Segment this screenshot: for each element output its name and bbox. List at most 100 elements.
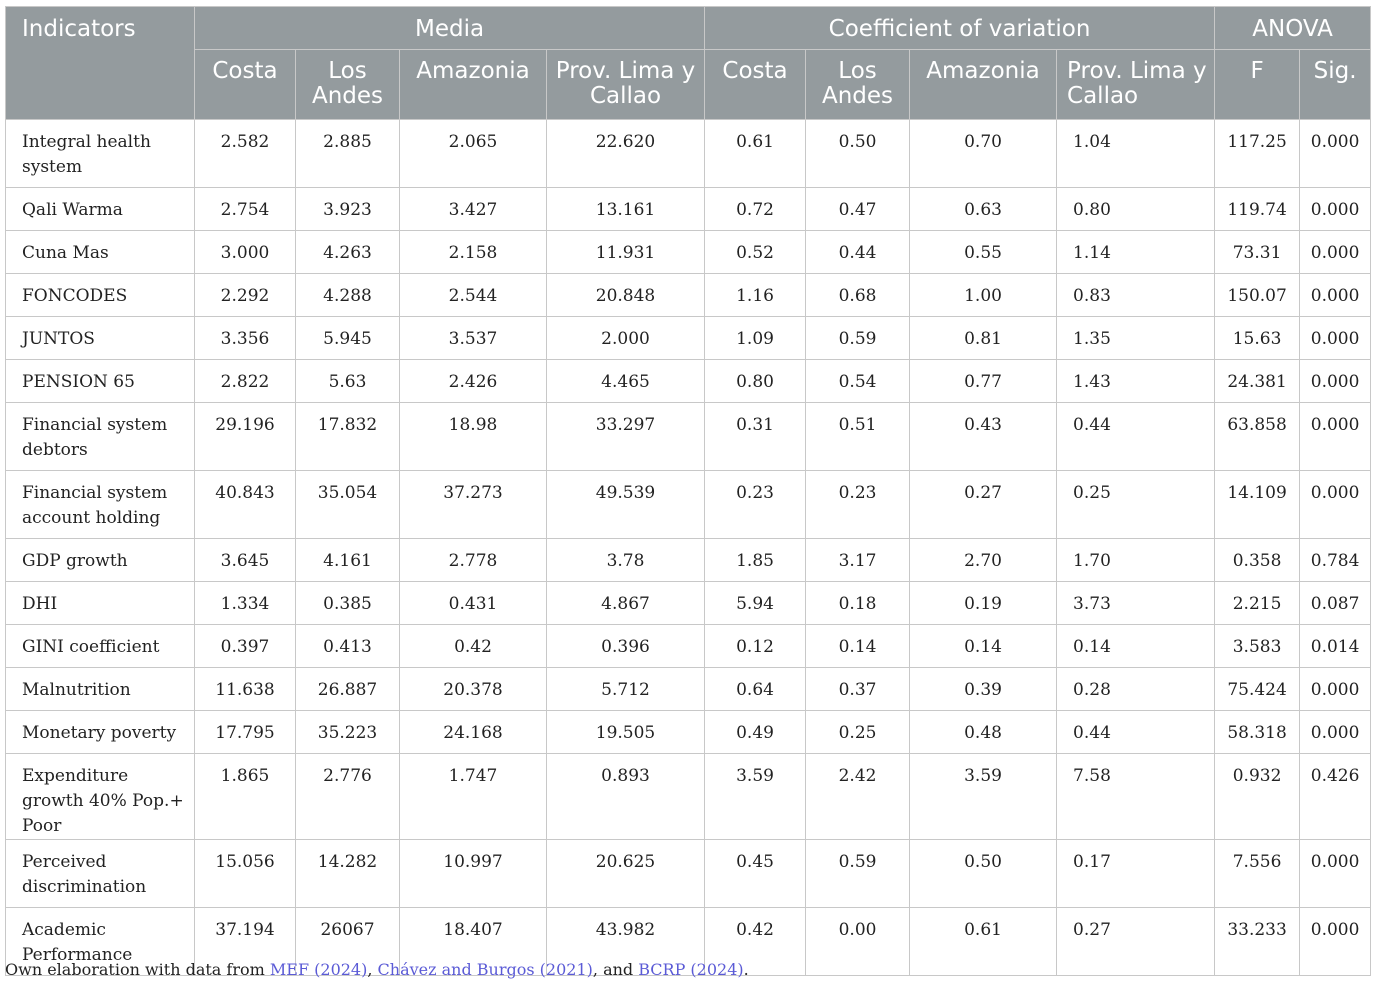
- cell-value: 0.54: [805, 359, 911, 403]
- cell-value: 1.85: [704, 538, 807, 582]
- cell-value: 2.158: [399, 230, 547, 274]
- reference-link-mef[interactable]: MEF (2024): [269, 960, 368, 979]
- cell-value: 1.334: [194, 581, 296, 625]
- indicator-name: Qali Warma: [5, 187, 195, 231]
- cell-value: 49.539: [545, 470, 706, 539]
- header-media-los-andes: Los Andes: [295, 49, 400, 120]
- table-row: GINI coefficient 0.397 0.413 0.42 0.396 …: [5, 624, 1372, 668]
- footnote-suffix: .: [743, 960, 749, 979]
- reference-link-chavez-burgos[interactable]: Chávez and Burgos (2021): [377, 960, 593, 979]
- cell-value: 2.776: [295, 753, 400, 840]
- indicator-name: Perceived discrimination: [5, 839, 195, 908]
- cell-value: 0.39: [909, 667, 1058, 711]
- cell-value: 1.35: [1056, 316, 1216, 360]
- cell-value: 26.887: [295, 667, 400, 711]
- cell-value: 0.28: [1056, 667, 1216, 711]
- cell-value: 11.931: [545, 230, 706, 274]
- cell-value: 0.000: [1299, 667, 1372, 711]
- cell-value: 0.932: [1214, 753, 1301, 840]
- cell-value: 73.31: [1214, 230, 1301, 274]
- table-row: PENSION 65 2.822 5.63 2.426 4.465 0.80 0…: [5, 359, 1372, 403]
- indicator-name: Integral health system: [5, 119, 195, 188]
- header-anova-sig: Sig.: [1299, 49, 1372, 120]
- indicator-name: PENSION 65: [5, 359, 195, 403]
- cell-value: 1.70: [1056, 538, 1216, 582]
- cell-value: 0.000: [1299, 273, 1372, 317]
- cell-value: 0.413: [295, 624, 400, 668]
- cell-value: 0.14: [909, 624, 1058, 668]
- table-row: Monetary poverty 17.795 35.223 24.168 19…: [5, 710, 1372, 754]
- cell-value: 5.945: [295, 316, 400, 360]
- cell-value: 0.000: [1299, 907, 1372, 976]
- cell-value: 117.25: [1214, 119, 1301, 188]
- cell-value: 5.712: [545, 667, 706, 711]
- table-row: Cuna Mas 3.000 4.263 2.158 11.931 0.52 0…: [5, 230, 1372, 274]
- cell-value: 0.70: [909, 119, 1058, 188]
- cell-value: 0.27: [1056, 907, 1216, 976]
- cell-value: 119.74: [1214, 187, 1301, 231]
- cell-value: 33.233: [1214, 907, 1301, 976]
- cell-value: 1.09: [704, 316, 807, 360]
- cell-value: 0.43: [909, 402, 1058, 471]
- cell-value: 0.23: [704, 470, 807, 539]
- cell-value: 0.000: [1299, 402, 1372, 471]
- indicator-name: Malnutrition: [5, 667, 195, 711]
- indicator-name: Cuna Mas: [5, 230, 195, 274]
- cell-value: 37.194: [194, 907, 296, 976]
- cell-value: 0.000: [1299, 839, 1372, 908]
- cell-value: 0.44: [805, 230, 911, 274]
- cell-value: 0.59: [805, 839, 911, 908]
- table-row: Perceived discrimination 15.056 14.282 1…: [5, 839, 1372, 908]
- cell-value: 0.00: [805, 907, 911, 976]
- header-group-coefficient-of-variation: Coefficient of variation: [704, 6, 1216, 50]
- cell-value: 0.14: [805, 624, 911, 668]
- cell-value: 0.52: [704, 230, 807, 274]
- cell-value: 26067: [295, 907, 400, 976]
- cell-value: 0.50: [805, 119, 911, 188]
- cell-value: 0.000: [1299, 119, 1372, 188]
- table-row: Integral health system 2.582 2.885 2.065…: [5, 119, 1372, 188]
- cell-value: 0.893: [545, 753, 706, 840]
- cell-value: 3.000: [194, 230, 296, 274]
- cell-value: 2.70: [909, 538, 1058, 582]
- cell-value: 0.000: [1299, 230, 1372, 274]
- indicator-name: Academic Performance: [5, 907, 195, 976]
- reference-link-bcrp[interactable]: BCRP (2024): [638, 960, 744, 979]
- cell-value: 1.43: [1056, 359, 1216, 403]
- cell-value: 43.982: [545, 907, 706, 976]
- cell-value: 0.81: [909, 316, 1058, 360]
- cell-value: 15.63: [1214, 316, 1301, 360]
- cell-value: 0.431: [399, 581, 547, 625]
- cell-value: 2.582: [194, 119, 296, 188]
- cell-value: 0.77: [909, 359, 1058, 403]
- cell-value: 0.80: [1056, 187, 1216, 231]
- table-row: Qali Warma 2.754 3.923 3.427 13.161 0.72…: [5, 187, 1372, 231]
- cell-value: 0.087: [1299, 581, 1372, 625]
- table-container: Indicators Media Coefficient of variatio…: [5, 6, 1372, 976]
- cell-value: 150.07: [1214, 273, 1301, 317]
- cell-value: 3.583: [1214, 624, 1301, 668]
- footnote-separator: , and: [592, 960, 639, 979]
- cell-value: 10.997: [399, 839, 547, 908]
- cell-value: 0.18: [805, 581, 911, 625]
- cell-value: 2.885: [295, 119, 400, 188]
- footnote-separator: ,: [367, 960, 378, 979]
- cell-value: 0.000: [1299, 710, 1372, 754]
- cell-value: 3.59: [704, 753, 807, 840]
- cell-value: 2.778: [399, 538, 547, 582]
- cell-value: 17.795: [194, 710, 296, 754]
- table-row: FONCODES 2.292 4.288 2.544 20.848 1.16 0…: [5, 273, 1372, 317]
- table-footnote: Own elaboration with data from MEF (2024…: [5, 960, 749, 979]
- cell-value: 0.14: [1056, 624, 1216, 668]
- table-body: Integral health system 2.582 2.885 2.065…: [5, 119, 1372, 976]
- indicator-name: Monetary poverty: [5, 710, 195, 754]
- indicator-name: GDP growth: [5, 538, 195, 582]
- indicator-name: JUNTOS: [5, 316, 195, 360]
- cell-value: 0.61: [704, 119, 807, 188]
- cell-value: 0.37: [805, 667, 911, 711]
- cell-value: 0.42: [704, 907, 807, 976]
- cell-value: 0.47: [805, 187, 911, 231]
- cell-value: 0.83: [1056, 273, 1216, 317]
- cell-value: 3.59: [909, 753, 1058, 840]
- cell-value: 2.000: [545, 316, 706, 360]
